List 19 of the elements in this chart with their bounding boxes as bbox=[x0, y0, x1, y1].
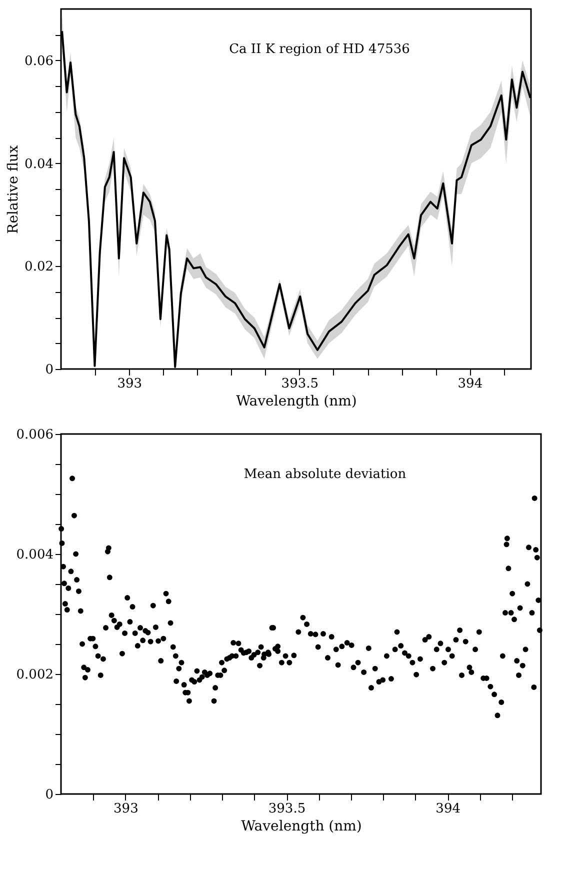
annotation: Mean absolute deviation bbox=[244, 467, 407, 482]
y-tick-label: 0.002 bbox=[16, 668, 54, 682]
y-tick-label: 0.04 bbox=[24, 156, 54, 172]
x-tick-label: 394 bbox=[436, 802, 460, 816]
y-tick-label: 0 bbox=[45, 362, 54, 378]
y-tick-label: 0.006 bbox=[16, 428, 54, 442]
y-tick-label: 0.02 bbox=[24, 260, 54, 275]
y-axis-title: Relative flux bbox=[6, 145, 22, 234]
x-tick-label: 393.5 bbox=[268, 802, 306, 816]
x-axis-title: Wavelength (nm) bbox=[241, 818, 362, 834]
x-tick-label: 393.5 bbox=[281, 376, 319, 392]
y-tick-label: 0.004 bbox=[16, 548, 54, 562]
y-tick-label: 0.06 bbox=[24, 54, 54, 69]
x-axis-title: Wavelength (nm) bbox=[236, 394, 357, 410]
x-tick-label: 393 bbox=[117, 376, 142, 392]
y-tick-label: 0 bbox=[45, 788, 54, 802]
x-tick-label: 393 bbox=[114, 802, 138, 816]
x-tick-label: 394 bbox=[458, 376, 483, 392]
annotation: Ca II K region of HD 47536 bbox=[229, 42, 410, 57]
